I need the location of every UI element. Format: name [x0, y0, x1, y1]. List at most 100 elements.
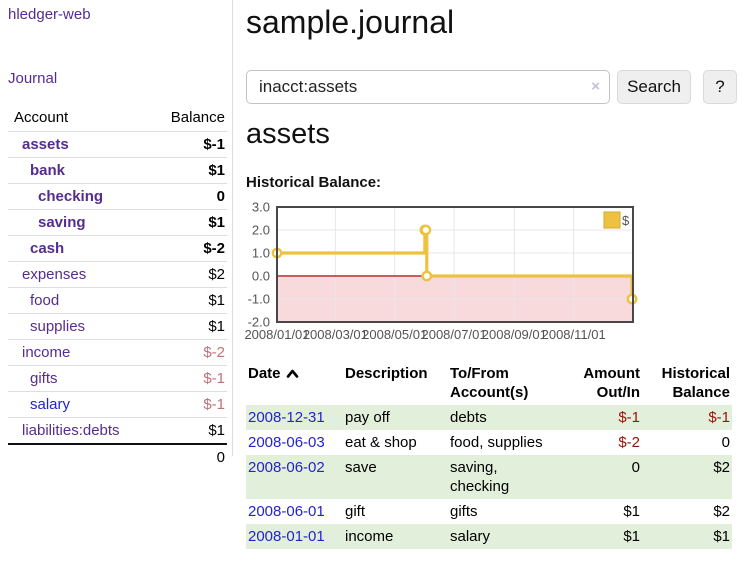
- x-axis-tick: 2008/03/01: [303, 327, 368, 342]
- sidebar-account-link[interactable]: supplies: [30, 318, 86, 335]
- transaction-date-link[interactable]: 2008-06-02: [248, 459, 325, 476]
- y-axis-tick: -1.0: [248, 292, 270, 307]
- transaction-description: income: [345, 528, 394, 545]
- x-axis-tick: 2008/07/01: [421, 327, 486, 342]
- accounts-body: assets $-1 bank $1 checking 0 saving $1 cash $-2 e…: [8, 131, 227, 471]
- chart-legend: $: [603, 211, 630, 229]
- sidebar-account-link[interactable]: assets: [22, 136, 69, 153]
- account-row: bank $1: [8, 157, 227, 184]
- accounts-total-row: 0: [8, 444, 227, 470]
- x-axis-tick: 2008/05/01: [362, 327, 427, 342]
- transaction-description: pay off: [345, 409, 390, 426]
- account-balance: $1: [208, 318, 225, 335]
- account-balance: $-2: [203, 344, 225, 361]
- sidebar-account-link[interactable]: checking: [38, 188, 104, 205]
- transaction-accounts: gifts: [450, 503, 478, 520]
- transaction-date-link[interactable]: 2008-12-31: [248, 409, 325, 426]
- y-axis-tick: 0.0: [252, 269, 270, 284]
- transaction-description: eat & shop: [345, 434, 417, 451]
- account-row: salary $-1: [8, 391, 227, 418]
- transaction-accounts: saving, checking: [450, 459, 510, 495]
- transaction-amount: 0: [631, 459, 640, 476]
- help-button[interactable]: ?: [703, 70, 737, 104]
- transaction-accounts: debts: [450, 409, 487, 426]
- svg-text:$: $: [622, 213, 630, 228]
- sidebar-account-link[interactable]: cash: [30, 240, 65, 257]
- y-axis-tick: 1.0: [252, 246, 270, 261]
- register-body: 2008-12-31 pay off debts $-1 $-1 2008-06-03 ea…: [246, 405, 732, 549]
- register-header-date: Date: [246, 362, 343, 405]
- accounts-header-balance: Balance: [170, 109, 225, 126]
- account-row: expenses $2: [8, 261, 227, 288]
- app-title-link[interactable]: hledger-web: [8, 6, 91, 23]
- search-button[interactable]: Search: [617, 70, 691, 104]
- register-table: Date Description To/From Account(s) Amou…: [246, 362, 732, 549]
- y-axis-tick: 3.0: [252, 200, 270, 215]
- y-axis-tick: -2.0: [248, 315, 270, 330]
- sidebar-account-link[interactable]: food: [30, 292, 60, 309]
- table-row: 2008-06-02 save saving, checking 0 $2: [246, 455, 732, 499]
- table-row: 2008-06-01 gift gifts $1 $2: [246, 499, 732, 524]
- register-header-accounts: To/From Account(s): [450, 365, 529, 401]
- transaction-date-link[interactable]: 2008-01-01: [248, 528, 325, 545]
- clear-search-icon[interactable]: ×: [591, 78, 600, 95]
- register-header-description: Description: [345, 365, 428, 382]
- transaction-balance: $2: [713, 503, 730, 520]
- sidebar-item-journal[interactable]: Journal: [8, 70, 58, 87]
- transaction-balance: $2: [713, 459, 730, 476]
- account-balance: 0: [216, 188, 225, 205]
- account-row: gifts $-1: [8, 365, 227, 392]
- transaction-date-link[interactable]: 2008-06-03: [248, 434, 325, 451]
- table-row: 2008-01-01 income salary $1 $1: [246, 524, 732, 549]
- balance-chart: $3.0 2.0 1.0 0.0 -1.0 -2.02008/01/012008/03/0…: [244, 200, 638, 342]
- transaction-description: save: [345, 459, 377, 476]
- transaction-amount: $-2: [618, 434, 640, 451]
- account-balance: $1: [208, 214, 225, 231]
- accounts-total-value: 0: [216, 449, 225, 466]
- sidebar: hledger-web Journal Account Balance asse…: [0, 0, 233, 466]
- register-header-date-label: Date: [248, 365, 281, 382]
- y-axis-tick: 2.0: [252, 223, 270, 238]
- register-header-amount: Amount Out/In: [583, 365, 640, 401]
- x-axis-tick: 2008/01/01: [244, 327, 309, 342]
- transaction-amount: $-1: [618, 409, 640, 426]
- sidebar-account-link[interactable]: saving: [38, 214, 86, 231]
- sidebar-account-link[interactable]: salary: [30, 396, 71, 413]
- account-balance: $-1: [203, 370, 225, 387]
- data-point-marker: [420, 224, 432, 236]
- account-row: supplies $1: [8, 313, 227, 340]
- account-balance: $-1: [203, 136, 225, 153]
- account-balance: $-1: [203, 396, 225, 413]
- transaction-accounts: food, supplies: [450, 434, 543, 451]
- account-row: food $1: [8, 287, 227, 314]
- account-balance: $1: [208, 162, 225, 179]
- transaction-balance: $1: [713, 528, 730, 545]
- transaction-accounts: salary: [450, 528, 491, 545]
- transaction-balance: 0: [721, 434, 730, 451]
- search-input[interactable]: [246, 70, 610, 104]
- x-axis-tick: 2008/09/01: [482, 327, 547, 342]
- table-row: 2008-06-03 eat & shop food, supplies $-2 0: [246, 430, 732, 455]
- transaction-description: gift: [345, 503, 366, 520]
- sidebar-account-link[interactable]: liabilities:debts: [22, 422, 120, 439]
- sort-ascending-icon: [286, 364, 299, 383]
- search-form: ×: [246, 70, 610, 104]
- account-row: saving $1: [8, 209, 227, 236]
- transaction-date-link[interactable]: 2008-06-01: [248, 503, 325, 520]
- page-title: sample.journal: [246, 4, 455, 40]
- transaction-amount: $1: [623, 528, 640, 545]
- account-balance: $1: [208, 422, 225, 439]
- sidebar-account-link[interactable]: gifts: [30, 370, 58, 387]
- account-balance: $1: [208, 292, 225, 309]
- sidebar-account-link[interactable]: bank: [30, 162, 66, 179]
- data-point-marker: [421, 270, 433, 282]
- sidebar-account-link[interactable]: expenses: [22, 266, 87, 283]
- account-row: income $-2: [8, 339, 227, 366]
- account-balance: $-2: [203, 240, 225, 257]
- accounts-header-account: Account: [14, 109, 69, 126]
- sidebar-account-link[interactable]: income: [22, 344, 71, 361]
- account-balance: $2: [208, 266, 225, 283]
- chart-title: Historical Balance:: [246, 174, 382, 191]
- transaction-balance: $-1: [708, 409, 730, 426]
